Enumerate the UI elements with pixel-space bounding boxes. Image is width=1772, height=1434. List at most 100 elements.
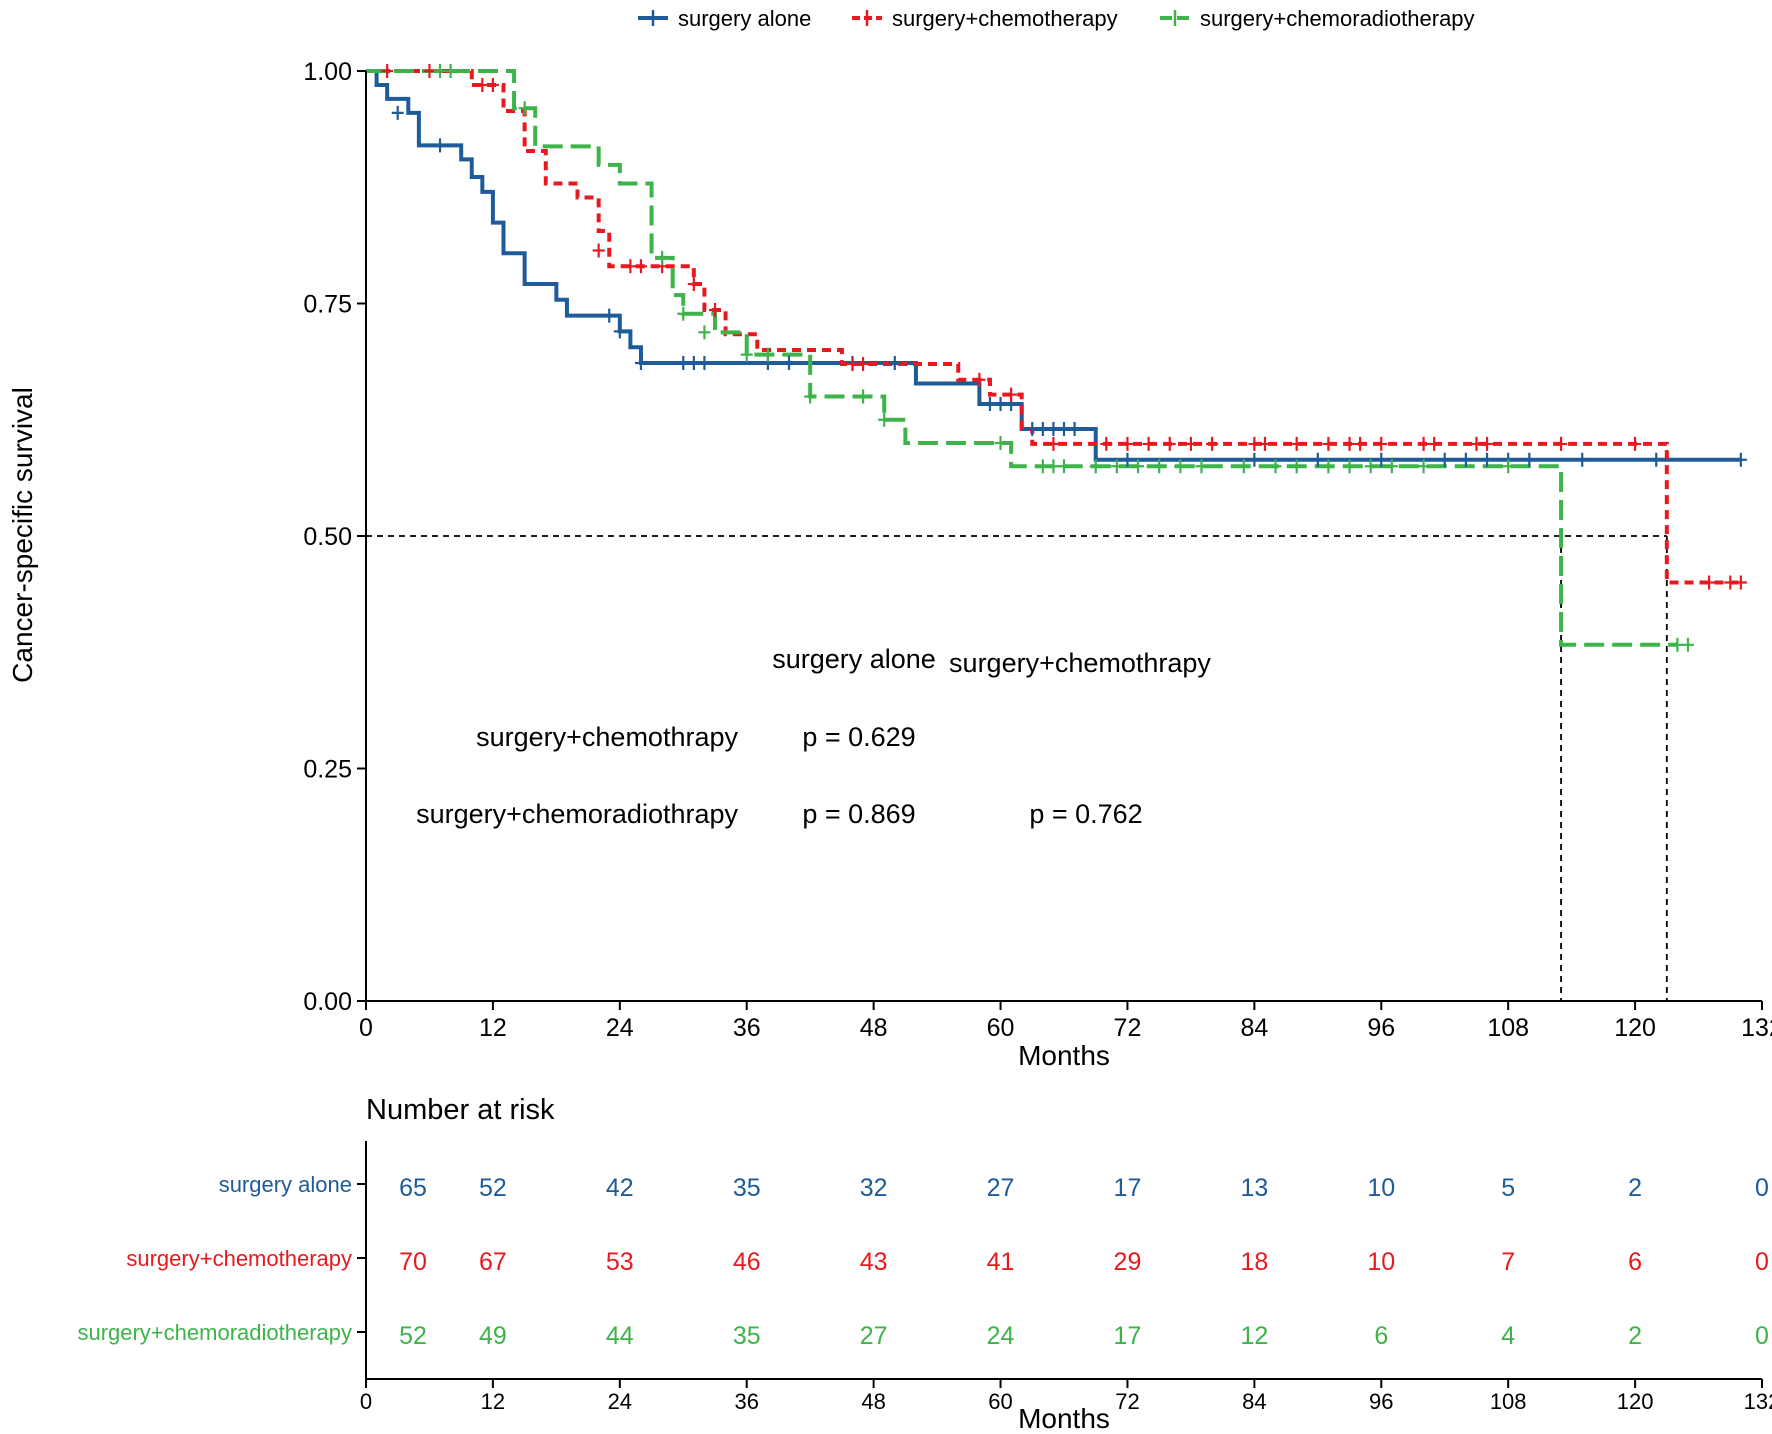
risk-x-tick-label: 132 <box>1744 1389 1772 1414</box>
risk-x-tick-label: 108 <box>1490 1389 1527 1414</box>
censor-mark <box>391 105 404 120</box>
risk-row-label: surgery+chemotherapy <box>126 1246 352 1271</box>
censor-marks <box>381 64 1747 652</box>
censor-mark <box>1681 637 1694 652</box>
censor-mark <box>1470 436 1483 451</box>
risk-value: 27 <box>987 1174 1015 1202</box>
risk-x-tick-label: 36 <box>734 1389 758 1414</box>
x-tick-label: 96 <box>1367 1014 1395 1042</box>
risk-x-tick-label: 72 <box>1115 1389 1139 1414</box>
censor-mark <box>1459 452 1472 467</box>
censor-mark <box>434 64 447 78</box>
censor-mark <box>1671 637 1684 652</box>
censor-mark <box>1258 436 1271 451</box>
censor-mark <box>761 347 774 362</box>
censor-mark <box>1311 452 1324 467</box>
risk-value: 53 <box>606 1248 634 1276</box>
risk-value: 67 <box>479 1248 507 1276</box>
pvalue-col-header: surgery alone <box>772 644 936 674</box>
risk-value: 6 <box>1374 1322 1388 1350</box>
legend-label: surgery+chemotherapy <box>892 6 1118 31</box>
censor-mark <box>888 356 901 371</box>
x-axis-title: Months <box>1018 1040 1110 1071</box>
censor-mark <box>804 389 817 404</box>
pvalue-row-label: surgery+chemothrapy <box>476 722 738 752</box>
risk-value: 10 <box>1367 1174 1395 1202</box>
x-tick-label: 0 <box>359 1014 373 1042</box>
censor-mark <box>444 64 457 78</box>
censor-mark <box>1364 459 1377 474</box>
risk-value: 2 <box>1628 1174 1642 1202</box>
risk-x-tick-label: 12 <box>481 1389 505 1414</box>
censor-mark <box>1005 387 1018 402</box>
curve-surgery-alone <box>366 69 1741 462</box>
censor-mark <box>1385 459 1398 474</box>
censor-mark <box>1058 422 1070 437</box>
censor-mark <box>1417 436 1430 451</box>
censor-mark <box>1121 452 1134 467</box>
censor-mark <box>709 303 721 318</box>
risk-value: 5 <box>1501 1174 1515 1202</box>
y-axis-title: Cancer-specific survival <box>7 387 38 683</box>
x-tick-label: 132 <box>1741 1014 1772 1042</box>
censor-mark <box>1734 452 1747 467</box>
censor-mark <box>687 276 700 291</box>
y-tick-label: 0.50 <box>303 523 352 551</box>
x-tick-label: 24 <box>606 1014 634 1042</box>
censor-mark <box>1089 459 1102 474</box>
censor-mark <box>656 250 669 265</box>
censor-mark <box>740 347 753 362</box>
censor-mark <box>1290 459 1303 474</box>
censor-mark <box>1036 459 1049 474</box>
curve-surgery-chemoradiotherapy <box>366 69 1678 647</box>
risk-x-tick-label: 24 <box>608 1389 632 1414</box>
censor-mark <box>1481 436 1494 451</box>
censor-mark <box>423 64 436 78</box>
legend-label: surgery+chemoradiotherapy <box>1200 6 1475 31</box>
censor-mark <box>1036 422 1049 437</box>
censor-mark <box>1724 575 1737 590</box>
censor-mark <box>1290 436 1303 451</box>
censor-mark <box>1100 436 1113 451</box>
censor-mark <box>1629 436 1642 451</box>
censor-mark <box>1650 452 1663 467</box>
censor-mark <box>1354 436 1367 451</box>
censor-mark <box>434 138 447 153</box>
censor-mark <box>634 259 647 274</box>
risk-value: 10 <box>1367 1248 1395 1276</box>
censor-mark <box>634 356 647 371</box>
risk-value: 29 <box>1114 1248 1142 1276</box>
x-tick-label: 72 <box>1114 1014 1142 1042</box>
censor-mark <box>973 372 986 387</box>
censor-mark <box>1417 459 1430 474</box>
risk-value: 18 <box>1240 1248 1268 1276</box>
censor-mark <box>1248 452 1261 467</box>
x-tick-label: 108 <box>1487 1014 1529 1042</box>
censor-mark <box>677 356 690 371</box>
x-tick-label: 60 <box>987 1014 1015 1042</box>
censor-mark <box>603 308 616 323</box>
pvalue-value: p = 0.762 <box>1029 799 1142 829</box>
censor-mark <box>1343 436 1356 451</box>
censor-mark <box>1502 459 1515 474</box>
censor-mark <box>1375 452 1388 467</box>
censor-mark <box>1237 459 1250 474</box>
risk-value: 12 <box>1240 1322 1268 1350</box>
censor-mark <box>1206 436 1219 451</box>
risk-value: 35 <box>733 1174 761 1202</box>
risk-value: 52 <box>479 1174 507 1202</box>
censor-mark <box>698 356 711 371</box>
risk-rows: surgery alone 65 52 42 35 32 27 17 13 10 5 2 0surger… <box>77 1172 1769 1350</box>
y-tick-label: 0.00 <box>303 988 352 1016</box>
censor-mark <box>857 389 870 404</box>
censor-mark <box>1734 575 1747 590</box>
risk-value: 13 <box>1240 1174 1268 1202</box>
censor-mark <box>1481 452 1494 467</box>
y-tick-label: 1.00 <box>303 58 352 86</box>
risk-value: 27 <box>860 1322 888 1350</box>
censor-mark <box>1153 459 1166 474</box>
censor-mark <box>1174 459 1187 474</box>
censor-mark <box>1322 459 1335 474</box>
risk-x-tick-label: 48 <box>861 1389 885 1414</box>
